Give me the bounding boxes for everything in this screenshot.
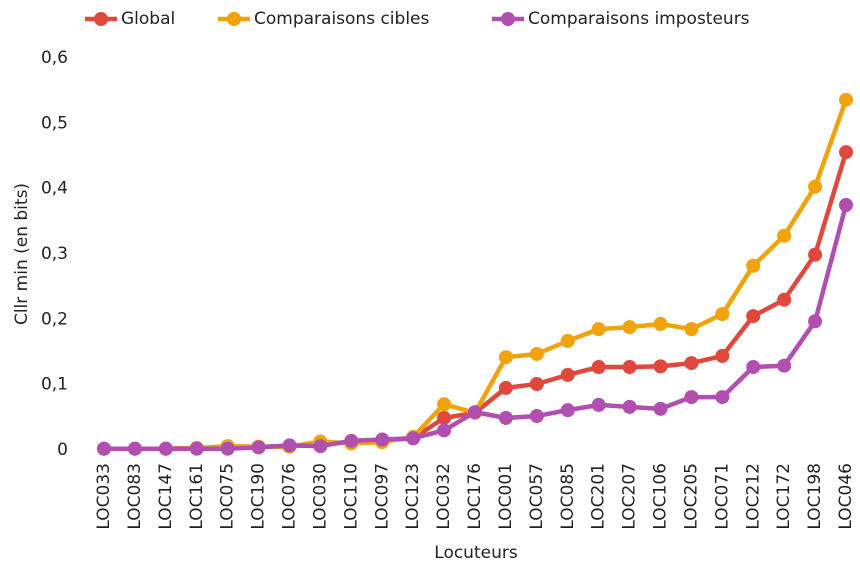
x-tick-label: LOC212 <box>743 463 763 530</box>
legend-marker <box>227 12 241 26</box>
point <box>777 228 792 243</box>
x-tick-label: LOC033 <box>94 463 114 530</box>
point <box>127 441 142 456</box>
point <box>529 346 544 361</box>
point <box>839 145 853 160</box>
point <box>746 258 761 273</box>
x-tick-label: LOC032 <box>434 463 454 530</box>
point <box>746 309 761 324</box>
point <box>498 380 513 395</box>
point <box>498 350 513 365</box>
x-tick-label: LOC207 <box>620 463 640 530</box>
point <box>808 247 823 262</box>
x-tick-label: LOC046 <box>836 463 856 530</box>
point <box>313 439 328 454</box>
point <box>653 401 668 416</box>
point <box>158 441 173 456</box>
x-tick-label: LOC198 <box>805 463 825 530</box>
point <box>529 409 544 424</box>
point <box>437 397 452 412</box>
point <box>715 348 730 363</box>
x-tick-label: LOC071 <box>712 463 732 530</box>
point <box>746 360 761 375</box>
point <box>406 431 421 446</box>
y-tick-label: 0,3 <box>41 244 68 264</box>
point <box>715 390 730 405</box>
point <box>560 367 575 382</box>
point <box>653 359 668 374</box>
point <box>777 358 792 373</box>
x-tick-label: LOC201 <box>589 463 609 530</box>
point <box>839 92 853 107</box>
x-tick-label: LOC147 <box>156 463 176 530</box>
series-line <box>104 151 849 451</box>
point <box>622 320 637 335</box>
point <box>684 356 699 371</box>
x-tick-label: LOC076 <box>280 463 300 530</box>
point <box>498 410 513 425</box>
point <box>653 316 668 331</box>
x-tick-label: LOC075 <box>218 463 238 530</box>
point <box>777 292 792 307</box>
series-line <box>104 99 849 451</box>
point <box>251 440 266 455</box>
point <box>468 405 482 420</box>
point <box>591 360 606 375</box>
x-tick-label: LOC172 <box>774 463 794 530</box>
legend-label: Comparaisons cibles <box>254 9 430 29</box>
legend-label: Global <box>121 9 175 29</box>
x-tick-label: LOC205 <box>681 463 701 530</box>
x-tick-label: LOC030 <box>310 463 330 530</box>
point <box>839 198 853 212</box>
x-tick-label: LOC176 <box>465 463 485 530</box>
x-tick-label: LOC110 <box>341 463 361 530</box>
y-tick-label: 0,1 <box>41 375 68 395</box>
x-tick-label: LOC097 <box>372 463 392 530</box>
point <box>715 307 730 322</box>
point <box>591 322 606 337</box>
point <box>591 397 606 412</box>
point <box>622 360 637 375</box>
legend-label: Comparaisons imposteurs <box>528 9 750 29</box>
point <box>437 423 452 438</box>
y-tick-label: 0,4 <box>41 179 68 199</box>
y-tick-label: 0,2 <box>41 309 68 329</box>
y-tick-label: 0,5 <box>41 113 68 133</box>
x-axis-label: Locuteurs <box>434 543 518 563</box>
y-tick-label: 0,6 <box>41 48 68 68</box>
x-tick-label: LOC083 <box>125 463 145 530</box>
x-tick-label: LOC190 <box>249 463 269 530</box>
point <box>622 399 637 414</box>
x-tick-label: LOC057 <box>527 463 547 530</box>
y-axis-label: Cllr min (en bits) <box>12 183 32 325</box>
point <box>808 179 823 194</box>
point <box>560 403 575 418</box>
legend-marker <box>94 12 108 26</box>
x-tick-label: LOC161 <box>187 463 207 530</box>
x-tick-label: LOC123 <box>403 463 423 530</box>
x-tick-label: LOC085 <box>558 463 578 530</box>
x-tick-label: LOC106 <box>651 463 671 530</box>
point <box>560 333 575 348</box>
point <box>189 441 204 456</box>
point <box>529 377 544 392</box>
point <box>344 433 359 448</box>
point <box>97 441 111 456</box>
point <box>282 438 297 453</box>
point <box>684 322 699 337</box>
legend-marker <box>501 12 515 26</box>
point <box>808 314 823 329</box>
point <box>684 390 699 405</box>
point <box>437 410 452 425</box>
y-tick-label: 0 <box>57 440 68 460</box>
x-tick-label: LOC001 <box>496 463 516 530</box>
point <box>375 432 390 447</box>
point <box>220 441 235 456</box>
